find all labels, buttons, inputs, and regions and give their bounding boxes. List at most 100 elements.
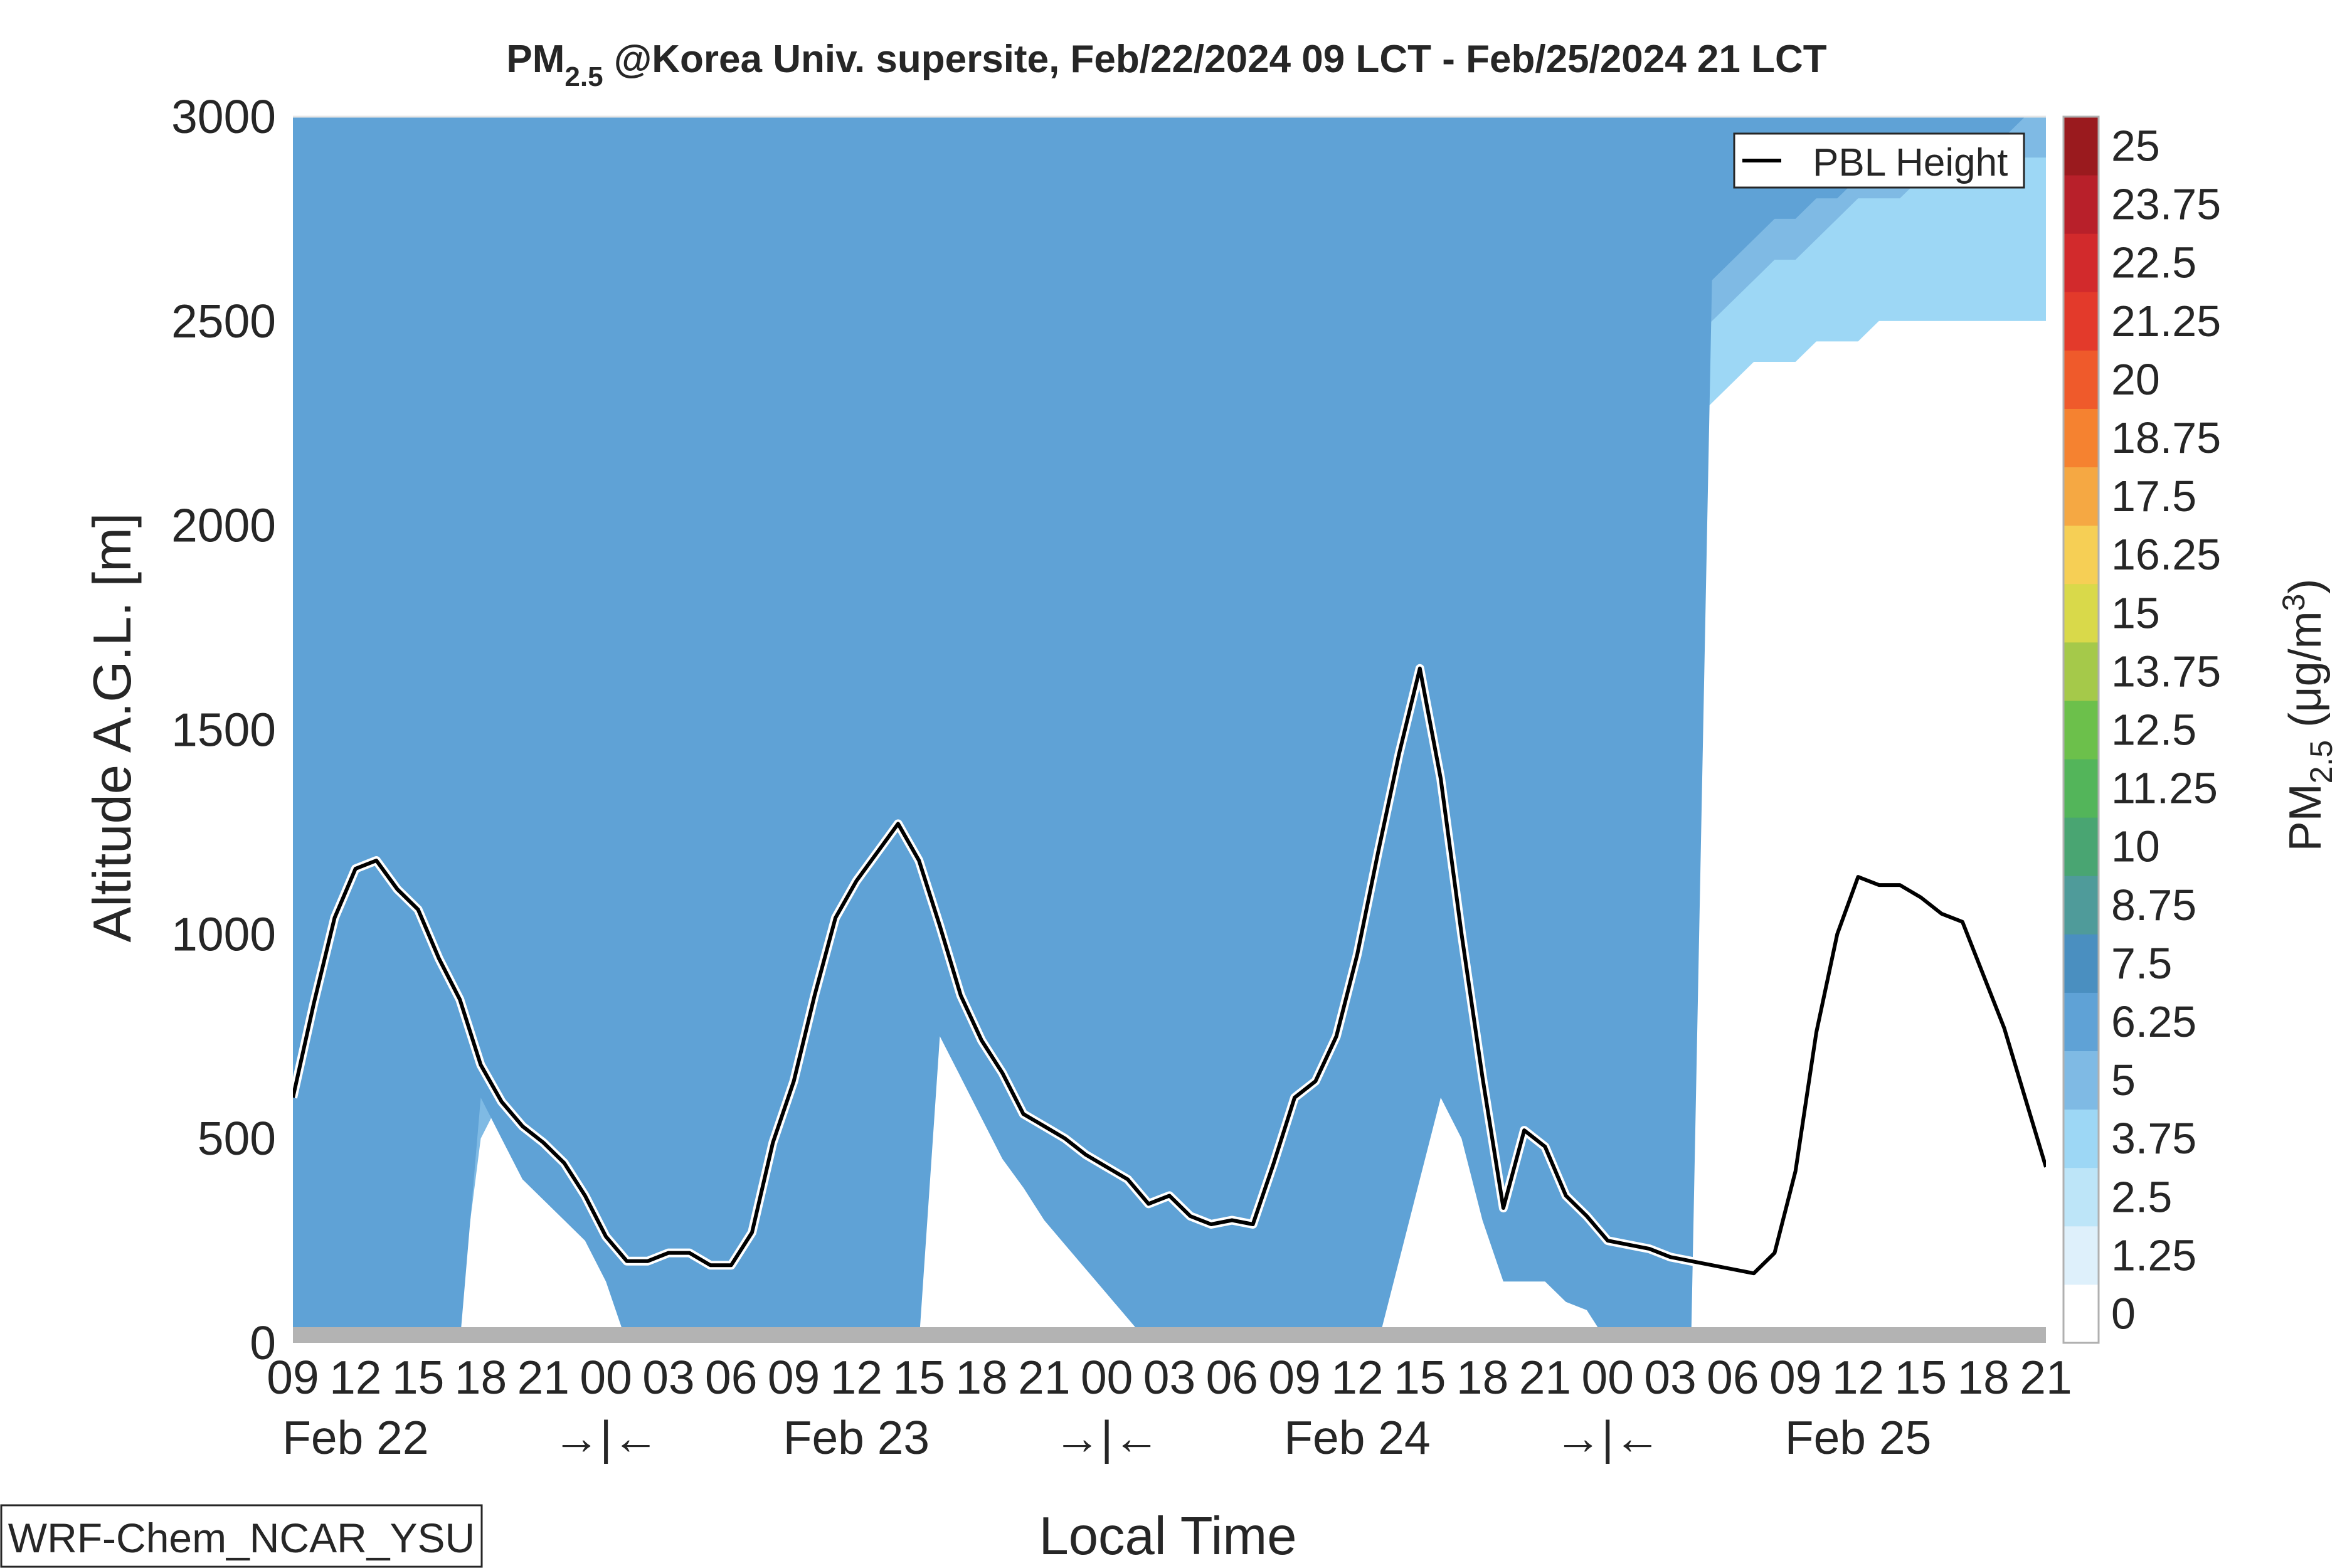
y-tick-label: 0	[250, 1316, 276, 1369]
colorbar-tick-label: 0	[2111, 1289, 2136, 1338]
x-tick-label: 00	[580, 1351, 632, 1404]
x-tick-label: 09	[1268, 1351, 1320, 1404]
x-tick-label: 15	[392, 1351, 444, 1404]
x-day-label: →|←	[1054, 1411, 1160, 1464]
x-tick-label: 21	[1018, 1351, 1070, 1404]
colorbar-tick-label: 21.25	[2111, 297, 2221, 346]
colorbar-tick-label: 6.25	[2111, 997, 2196, 1046]
x-tick-label: 12	[329, 1351, 381, 1404]
pbl-height-series	[293, 664, 2046, 1278]
colorbar	[2062, 115, 2100, 1344]
x-tick-label: 06	[705, 1351, 757, 1404]
colorbar-tick-label: 1.25	[2111, 1231, 2196, 1279]
legend: PBL Height	[1733, 132, 2025, 189]
colorbar-label: PM2.5 (μg/m3)	[2276, 579, 2339, 852]
x-tick-label: 03	[642, 1351, 694, 1404]
x-tick-label: 18	[1957, 1351, 2009, 1404]
x-day-label: →|←	[1555, 1411, 1661, 1464]
y-tick-label: 1000	[171, 908, 276, 960]
colorbar-tick-label: 8.75	[2111, 881, 2196, 930]
colorbar-swatch	[2063, 1109, 2099, 1168]
ground-surface-bar	[293, 1327, 2046, 1343]
x-tick-label: 00	[1582, 1351, 1634, 1404]
colorbar-swatch	[2063, 233, 2099, 292]
colorbar-tick-label: 16.25	[2111, 530, 2221, 579]
colorbar-swatch	[2063, 1226, 2099, 1285]
colorbar-tick-label: 11.25	[2111, 764, 2218, 813]
chart-title: PM2.5 @Korea Univ. supersite, Feb/22/202…	[506, 38, 1826, 92]
y-tick-label: 2500	[171, 295, 276, 347]
x-tick-label: 21	[1519, 1351, 1571, 1404]
x-tick-label: 03	[1644, 1351, 1696, 1404]
x-tick-label: 00	[1081, 1351, 1133, 1404]
colorbar-tick-label: 13.75	[2111, 647, 2221, 696]
colorbar-swatch	[2063, 759, 2099, 818]
colorbar-swatch	[2063, 1167, 2099, 1227]
model-label-text: WRF-Chem_NCAR_YSU	[8, 1515, 475, 1561]
y-tick-label: 2000	[171, 499, 276, 552]
colorbar-swatch	[2063, 175, 2099, 234]
x-tick-label: 06	[1707, 1351, 1759, 1404]
x-day-label: Feb 25	[1785, 1411, 1932, 1464]
contour-band-6-25	[293, 117, 2046, 1343]
colorbar-swatch	[2063, 934, 2099, 993]
legend-pbl-label: PBL Height	[1813, 141, 2008, 184]
x-axis-hour-ticks: 09 12 15 18 21 00 03 06 09 12 15 18 21 00 03 06 09 12 15 18…	[267, 1351, 2072, 1404]
colorbar-swatch	[2063, 700, 2099, 760]
colorbar-swatch	[2063, 817, 2099, 876]
x-tick-label: 09	[267, 1351, 319, 1404]
x-tick-label: 06	[1206, 1351, 1258, 1404]
x-tick-label: 09	[1769, 1351, 1821, 1404]
x-tick-label: 21	[517, 1351, 569, 1404]
colorbar-frame	[2062, 115, 2100, 1344]
model-label-box	[0, 1504, 483, 1568]
x-day-label: →|←	[553, 1411, 659, 1464]
colorbar-swatch	[2063, 992, 2099, 1052]
colorbar-tick-label: 25	[2111, 122, 2160, 171]
x-tick-label: 09	[768, 1351, 820, 1404]
colorbar-swatch	[2063, 1051, 2099, 1110]
model-label: WRF-Chem_NCAR_YSU	[0, 1504, 483, 1568]
x-tick-label: 15	[1895, 1351, 1947, 1404]
colorbar-tick-label: 22.5	[2111, 238, 2196, 287]
colorbar-swatch	[2063, 1284, 2099, 1343]
x-day-label: Feb 24	[1284, 1411, 1431, 1464]
pm25-contour-fill	[293, 117, 2046, 1343]
colorbar-swatch	[2063, 467, 2099, 526]
y-tick-label: 3000	[171, 90, 276, 143]
colorbar-tick-label: 12.5	[2111, 706, 2196, 755]
colorbar-swatch	[2063, 117, 2099, 176]
y-axis-ticks: 0 500 1000 1500 2000 2500 3000	[171, 90, 276, 1369]
colorbar-swatch	[2063, 350, 2099, 409]
x-day-label: Feb 23	[783, 1411, 930, 1464]
x-tick-label: 15	[1394, 1351, 1446, 1404]
x-tick-label: 18	[1456, 1351, 1508, 1404]
x-tick-label: 03	[1143, 1351, 1195, 1404]
colorbar-tick-label: 23.75	[2111, 180, 2221, 229]
x-axis-day-labels: Feb 22 →|← Feb 23 →|← Feb 24 →|← Feb 25	[282, 1411, 1931, 1464]
colorbar-tick-label: 2.5	[2111, 1172, 2172, 1221]
colorbar-tick-label: 20	[2111, 355, 2160, 404]
x-tick-label: 12	[1331, 1351, 1383, 1404]
x-tick-label: 12	[1832, 1351, 1884, 1404]
colorbar-swatch	[2063, 292, 2099, 351]
colorbar-tick-label: 10	[2111, 822, 2160, 871]
colorbar-swatch	[2063, 583, 2099, 643]
pbl-height-line	[293, 666, 2046, 1276]
x-tick-label: 18	[455, 1351, 507, 1404]
x-tick-label: 21	[2020, 1351, 2072, 1404]
x-axis-label: Local Time	[1039, 1507, 1296, 1566]
colorbar-tick-label: 5	[2111, 1056, 2136, 1104]
x-tick-label: 18	[955, 1351, 1007, 1404]
colorbar-swatch	[2063, 876, 2099, 935]
colorbar-ticks: 0 1.25 2.5 3.75 5 6.25 7.5 8.75 10 11.25 12.5 13.75…	[2111, 122, 2221, 1338]
colorbar-swatch	[2063, 408, 2099, 468]
y-tick-label: 500	[198, 1112, 276, 1165]
x-day-label: Feb 22	[282, 1411, 429, 1464]
x-tick-label: 12	[830, 1351, 882, 1404]
y-axis-label: Altitude A.G.L. [m]	[83, 512, 142, 942]
colorbar-swatch	[2063, 642, 2099, 701]
colorbar-tick-label: 17.5	[2111, 472, 2196, 521]
legend-box	[1733, 132, 2025, 189]
